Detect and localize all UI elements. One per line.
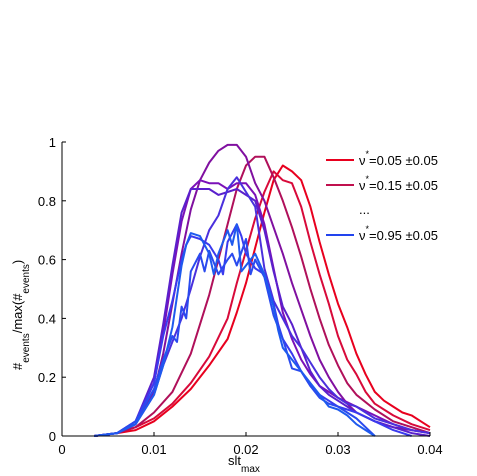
y-axis-label-sub-2: events xyxy=(21,264,32,293)
x-tick-label-5: 0.04 xyxy=(417,442,442,457)
legend-symbol-2: ν xyxy=(359,178,366,193)
y-tick-label-6: 1 xyxy=(49,135,56,150)
x-tick-label-4: 0.03 xyxy=(325,442,350,457)
x-ticks: 0 0.01 0.02 0.03 0.04 xyxy=(58,432,443,457)
x-axis-label-subscript: max xyxy=(241,464,260,475)
y-axis-label-hash: # xyxy=(10,362,25,370)
legend-text-3: =0.95 ±0.05 xyxy=(369,228,438,243)
series-line-10 xyxy=(94,223,376,437)
legend-symbol-3: ν xyxy=(359,228,366,243)
y-tick-label-5: 0.8 xyxy=(38,194,56,209)
y-axis-label-close: ) xyxy=(10,260,25,264)
x-tick-label-1: 0 xyxy=(58,442,65,457)
legend-label-2: ν*=0.15 ±0.05 xyxy=(359,174,438,193)
x-axis-label-main: slt xyxy=(228,453,241,468)
legend-symbol-1: ν xyxy=(359,153,366,168)
series-line-6 xyxy=(94,188,431,437)
y-axis-label: #events/max(#events) xyxy=(10,260,32,370)
y-axis-label-max: /max(# xyxy=(10,293,25,334)
plot-area: 0 0.01 0.02 0.03 0.04 0 0.2 0.4 0.6 0.8 1 xyxy=(38,135,443,457)
y-tick-label-3: 0.4 xyxy=(38,311,56,326)
legend-sup-1: * xyxy=(366,149,370,159)
series-line-9 xyxy=(94,238,376,437)
series-line-2 xyxy=(94,170,431,437)
series-line-1 xyxy=(94,164,431,437)
x-tick-label-2: 0.01 xyxy=(141,442,166,457)
legend-sup-2: * xyxy=(366,174,370,184)
y-axis-label-sub-1: events xyxy=(21,333,32,362)
y-tick-label-1: 0 xyxy=(49,429,56,444)
x-axis-label: sltmax xyxy=(228,453,260,475)
legend-text-1: =0.05 ±0.05 xyxy=(369,153,438,168)
series-lines xyxy=(94,143,431,437)
legend-sup-3: * xyxy=(366,224,370,234)
legend-ellipsis: ... xyxy=(359,202,370,217)
series-line-7 xyxy=(94,176,431,437)
legend: ν*=0.05 ±0.05 ν*=0.15 ±0.05 ... ν*=0.95 … xyxy=(326,149,438,243)
axes: 0 0.01 0.02 0.03 0.04 0 0.2 0.4 0.6 0.8 1 xyxy=(38,135,443,457)
legend-label-1: ν*=0.05 ±0.05 xyxy=(359,149,438,168)
y-tick-label-2: 0.2 xyxy=(38,370,56,385)
y-ticks: 0 0.2 0.4 0.6 0.8 1 xyxy=(38,135,66,444)
x-tick-label-3: 0.02 xyxy=(233,442,258,457)
legend-label-3: ν*=0.95 ±0.05 xyxy=(359,224,438,243)
series-line-3 xyxy=(94,155,431,437)
legend-text-2: =0.15 ±0.05 xyxy=(369,178,438,193)
y-tick-label-4: 0.6 xyxy=(38,253,56,268)
